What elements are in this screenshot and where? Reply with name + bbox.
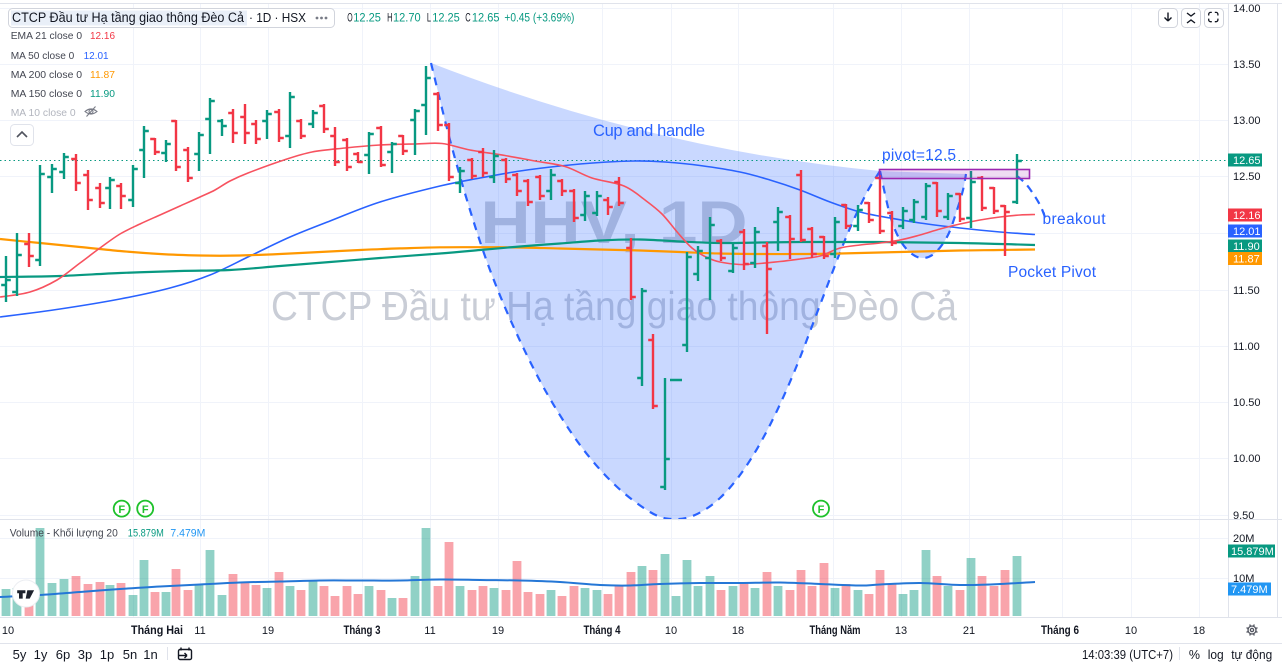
svg-text:12.16: 12.16 [90, 30, 115, 42]
svg-text:1p: 1p [100, 647, 114, 662]
svg-text:7.479M: 7.479M [1231, 584, 1268, 596]
svg-text:%: % [1189, 648, 1200, 662]
svg-text:+0.45 (+3.69%): +0.45 (+3.69%) [504, 13, 574, 25]
svg-text:18: 18 [1193, 625, 1205, 637]
svg-text:12.25: 12.25 [432, 13, 460, 25]
svg-text:3p: 3p [78, 647, 92, 662]
svg-text:12.50: 12.50 [1233, 171, 1261, 183]
svg-text:MA 10 close 0: MA 10 close 0 [11, 107, 76, 119]
svg-text:13.00: 13.00 [1233, 115, 1261, 127]
svg-text:5y: 5y [13, 647, 27, 662]
svg-text:C: C [465, 13, 470, 25]
svg-text:EMA 21 close 0: EMA 21 close 0 [11, 30, 83, 42]
svg-text:HHV, 1D: HHV, 1D [481, 189, 748, 256]
svg-text:MA 150 close 0: MA 150 close 0 [11, 88, 83, 100]
svg-text:O: O [347, 13, 352, 25]
svg-text:MA 50 close 0: MA 50 close 0 [11, 50, 75, 62]
svg-text:13.50: 13.50 [1233, 59, 1261, 71]
svg-text:12.70: 12.70 [393, 13, 421, 25]
svg-text:Tháng Hai: Tháng Hai [131, 625, 183, 637]
svg-text:11: 11 [194, 625, 205, 637]
svg-text:12.65: 12.65 [472, 13, 500, 25]
svg-text:11.90: 11.90 [1233, 241, 1260, 253]
svg-text:Tháng 3: Tháng 3 [344, 625, 381, 637]
svg-text:CTCP Đầu tư Hạ tầng giao thông: CTCP Đầu tư Hạ tầng giao thông Đèo Cả [12, 10, 244, 25]
svg-text:10.00: 10.00 [1233, 453, 1261, 465]
svg-text:12.25: 12.25 [353, 13, 381, 25]
svg-text:7.479M: 7.479M [170, 528, 205, 540]
svg-text:20M: 20M [1233, 533, 1254, 545]
svg-text:1y: 1y [34, 647, 48, 662]
svg-text:10: 10 [1125, 625, 1137, 637]
svg-text:9.50: 9.50 [1233, 510, 1254, 522]
svg-text:11.50: 11.50 [1233, 285, 1260, 297]
svg-text:Tháng Năm: Tháng Năm [810, 625, 861, 637]
svg-text:tự động: tự động [1231, 648, 1272, 662]
svg-text:Cup and handle: Cup and handle [593, 122, 705, 140]
svg-text:L: L [427, 13, 432, 25]
svg-text:10: 10 [2, 625, 14, 637]
svg-text:1n: 1n [143, 647, 157, 662]
svg-text:14.00: 14.00 [1233, 3, 1261, 15]
svg-text:Volume - Khối lượng 20: Volume - Khối lượng 20 [10, 528, 118, 540]
svg-text:11.90: 11.90 [90, 88, 115, 100]
svg-text:5n: 5n [123, 647, 137, 662]
svg-text:10.50: 10.50 [1233, 397, 1261, 409]
svg-text:log: log [1208, 648, 1224, 662]
svg-text:15.879M: 15.879M [1231, 546, 1274, 558]
svg-text:10M: 10M [1233, 573, 1254, 585]
svg-text:F: F [142, 504, 149, 516]
svg-text:F: F [118, 504, 125, 516]
svg-text:12.01: 12.01 [1233, 226, 1261, 238]
svg-text:Tháng 6: Tháng 6 [1041, 625, 1079, 637]
svg-text:F: F [818, 504, 825, 516]
svg-text:· 1D · HSX: · 1D · HSX [249, 10, 306, 25]
svg-text:13: 13 [895, 625, 907, 637]
svg-text:19: 19 [262, 625, 274, 637]
svg-text:breakout: breakout [1043, 211, 1107, 228]
svg-text:12.65: 12.65 [1233, 155, 1261, 167]
svg-text:Tháng 4: Tháng 4 [584, 625, 621, 637]
svg-text:15.879M: 15.879M [128, 528, 164, 540]
svg-text:MA 200 close 0: MA 200 close 0 [11, 69, 83, 81]
svg-text:21: 21 [963, 625, 975, 637]
svg-text:18: 18 [732, 625, 744, 637]
svg-text:12.16: 12.16 [1233, 210, 1261, 222]
svg-text:pivot=12.5: pivot=12.5 [882, 147, 956, 164]
svg-text:CTCP Đầu tư Hạ tầng giao thông: CTCP Đầu tư Hạ tầng giao thông Đèo Cả [271, 283, 957, 329]
svg-text:H: H [387, 13, 392, 25]
svg-text:11: 11 [424, 625, 435, 637]
svg-text:12.01: 12.01 [84, 50, 109, 62]
svg-text:14:03:39 (UTC+7): 14:03:39 (UTC+7) [1082, 648, 1173, 662]
svg-text:11.87: 11.87 [90, 69, 115, 81]
svg-text:11.87: 11.87 [1233, 254, 1260, 266]
svg-text:11.00: 11.00 [1233, 341, 1260, 353]
svg-text:6p: 6p [56, 647, 70, 662]
svg-text:10: 10 [665, 625, 677, 637]
svg-text:Pocket Pivot: Pocket Pivot [1008, 264, 1097, 281]
svg-text:19: 19 [492, 625, 504, 637]
